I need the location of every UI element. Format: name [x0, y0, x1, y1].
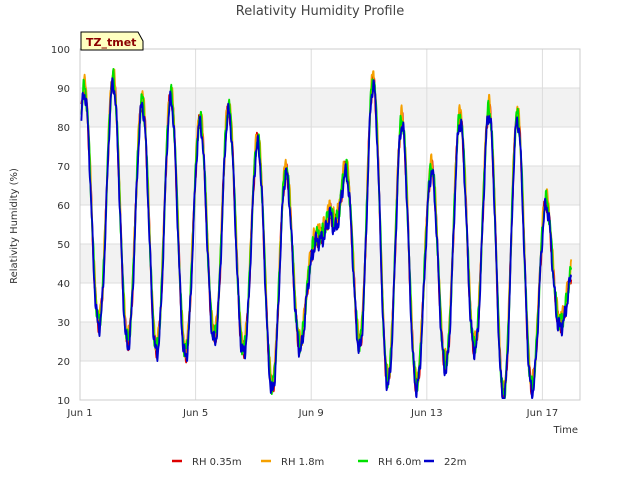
- x-tick-label: Jun 17: [526, 408, 559, 419]
- tz-badge-text: TZ_tmet: [86, 36, 136, 49]
- series-line: [80, 77, 573, 399]
- y-axis-label: Relativity Humidity (%): [9, 168, 20, 284]
- grid-band: [80, 166, 580, 205]
- chart-title: Relativity Humidity Profile: [236, 4, 404, 19]
- series-lines: [80, 68, 573, 399]
- grid-band: [80, 244, 580, 283]
- x-tick-label: Jun 5: [182, 408, 208, 419]
- x-tick-label: Jun 1: [66, 408, 92, 419]
- tz-badge: TZ_tmet: [80, 31, 144, 51]
- y-tick-label: 50: [57, 240, 70, 251]
- y-tick-label: 60: [57, 201, 70, 212]
- legend-label: 22m: [444, 457, 466, 468]
- y-tick-label: 80: [57, 123, 70, 134]
- tz-badge-box: [80, 31, 144, 51]
- y-tick-label: 40: [57, 279, 70, 290]
- legend-label: RH 0.35m: [192, 457, 242, 468]
- y-tick-label: 70: [57, 162, 70, 173]
- x-axis-label: Time: [553, 425, 578, 436]
- legend: RH 0.35m RH 1.8m RH 6.0m 22m: [172, 457, 466, 468]
- x-tick-label: Jun 13: [410, 408, 443, 419]
- grid-band: [80, 322, 580, 361]
- y-tick-label: 10: [57, 396, 70, 407]
- grid-bands: [80, 88, 580, 361]
- legend-label: RH 1.8m: [281, 457, 324, 468]
- y-tick-label: 100: [51, 45, 70, 56]
- y-axis-ticks: 10 20 30 40 50 60 70 80 90 100: [51, 45, 70, 407]
- y-tick-label: 20: [57, 357, 70, 368]
- grid-band: [80, 88, 580, 127]
- x-tick-label: Jun 9: [298, 408, 324, 419]
- legend-label: RH 6.0m: [378, 457, 421, 468]
- y-tick-label: 30: [57, 318, 70, 329]
- y-tick-label: 90: [57, 84, 70, 95]
- plot-frame: [79, 48, 581, 401]
- x-axis-ticks: Jun 1 Jun 5 Jun 9 Jun 13 Jun 17: [66, 408, 558, 419]
